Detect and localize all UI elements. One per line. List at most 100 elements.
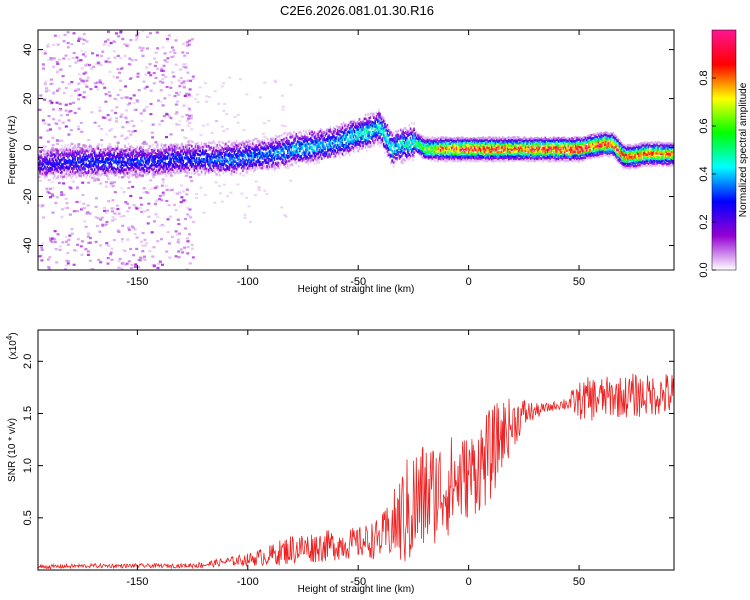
spectrogram-ridge-cell <box>260 167 262 170</box>
spectrogram-ridge-cell <box>138 154 141 157</box>
spectrogram-noise-cell <box>119 79 123 82</box>
spectrogram-noise-cell <box>139 112 143 115</box>
spectrogram-ridge-cell <box>401 159 403 163</box>
spectrogram-noise-cell <box>80 79 84 82</box>
spectrogram-ridge-cell <box>166 171 169 174</box>
spectrogram-noise-cell <box>180 196 184 199</box>
spectrogram-ridge-cell <box>297 146 300 150</box>
spectrogram-ridge-cell <box>110 165 113 169</box>
spectrogram-noise-cell <box>59 109 63 112</box>
spectrogram-ridge-cell <box>338 126 340 129</box>
spectrogram-ridge-cell <box>361 128 363 132</box>
spectrogram-ridge-cell <box>176 146 179 150</box>
spectrogram-noise-cell <box>165 61 169 64</box>
spectrogram-ridge-cell <box>330 147 333 151</box>
spectrogram-ridge-cell <box>361 120 363 124</box>
spectrogram-ridge-cell <box>93 168 96 171</box>
spectrogram-noise-cell <box>127 260 131 263</box>
spectrogram-noise-cell <box>99 81 102 84</box>
spectrogram-ridge-cell <box>359 130 362 134</box>
spectrogram-ridge-cell <box>119 156 121 159</box>
spectrogram-ridge-cell <box>256 160 259 163</box>
spectrogram-ridge-cell <box>293 144 295 148</box>
spectrogram-ridge-cell <box>146 173 148 176</box>
spectrogram-ridge-cell <box>225 145 227 148</box>
spectrogram-ridge-cell <box>129 155 131 158</box>
spectrogram-ridge-cell <box>318 157 321 161</box>
spectrogram-ridge-cell <box>104 161 107 165</box>
spectrogram-ridge-cell <box>106 173 108 177</box>
spectrogram-ridge-cell <box>95 152 97 155</box>
spectrogram-ridge-cell <box>253 154 255 158</box>
spectrogram-ridge-cell <box>175 163 177 167</box>
spectrogram-noise-cell <box>47 191 51 194</box>
spectrogram-ridge-cell <box>399 155 402 158</box>
spectrogram-noise-cell <box>46 140 50 143</box>
spectrogram-ridge-cell <box>73 167 75 170</box>
spectrogram-ridge-cell <box>216 152 219 155</box>
spectrogram-noise-cell <box>129 39 133 42</box>
spectrogram-ridge-cell <box>204 171 206 174</box>
spectrogram-ridge-cell <box>347 140 350 144</box>
spectrogram-ridge-cell <box>126 153 129 157</box>
spectrogram-ridge-cell <box>351 120 353 123</box>
spectrogram-ridge-cell <box>73 154 75 158</box>
spectrogram-ridge-cell <box>63 146 66 149</box>
spectrogram-ridge-cell <box>108 150 110 153</box>
spectrogram-ridge-cell <box>164 158 166 161</box>
spectrogram-ridge-cell <box>266 161 268 164</box>
spectrogram-ridge-cell <box>180 158 182 162</box>
spectrogram-noise-cell <box>74 61 78 64</box>
spectrogram-ridge-cell <box>192 140 194 144</box>
spectrogram-noise-cell <box>132 226 135 229</box>
spectrogram-ridge-cell <box>368 125 370 129</box>
spectrogram-ridge-cell <box>333 140 335 144</box>
spectrogram-ridge-cell <box>285 155 288 159</box>
spectrogram-noise-cell <box>195 196 198 199</box>
spectrogram-ridge-cell <box>158 168 160 172</box>
spectrogram-ridge-cell <box>336 129 339 133</box>
spectrogram-noise-cell <box>80 49 84 52</box>
spectrogram-ridge-cell <box>178 146 181 149</box>
spectrogram-ridge-cell <box>380 141 383 145</box>
spectrogram-ridge-cell <box>181 144 183 148</box>
spectrogram-ridge-cell <box>140 157 142 160</box>
spectrogram-noise-cell <box>186 206 190 209</box>
spectrogram-ridge-cell <box>113 173 115 176</box>
spectrogram-ridge-cell <box>336 143 339 147</box>
spectrogram-noise-cell <box>151 255 155 258</box>
spectrogram-noise-cell <box>84 248 88 251</box>
spectrogram-ridge-cell <box>154 155 157 158</box>
spectrogram-ridge-cell <box>137 152 140 155</box>
spectrogram-noise-cell <box>48 237 52 240</box>
spectrogram-ridge-cell <box>89 175 91 178</box>
spectrogram-ridge-cell <box>254 165 256 169</box>
spectrogram-ridge-cell <box>160 151 163 154</box>
spectrogram-ridge-cell <box>347 144 350 148</box>
spectrogram-ridge-cell <box>285 160 288 164</box>
spectrogram-ridge-cell <box>104 165 107 168</box>
spectrogram-ridge-cell <box>310 142 312 145</box>
spectrogram-ridge-cell <box>200 162 203 165</box>
spectrogram-ridge-cell <box>310 154 312 158</box>
spectrogram-ridge-cell <box>322 149 324 152</box>
spectrogram-ridge-cell <box>271 142 273 145</box>
spectrogram-ridge-cell <box>406 155 408 159</box>
spectrogram-ridge-cell <box>106 157 108 160</box>
spectrogram-noise-cell <box>182 190 185 193</box>
spectrogram-noise-cell <box>86 250 90 253</box>
spectrogram-ridge-cell <box>402 145 404 149</box>
spectrogram-noise-cell <box>132 204 136 207</box>
spectrogram-ridge-cell <box>365 136 368 140</box>
spectrogram-ridge-cell <box>229 143 232 147</box>
spectrogram-ridge-cell <box>135 148 137 151</box>
spectrogram-ridge-cell <box>46 162 49 165</box>
spectrogram-ridge-cell <box>364 138 367 142</box>
spectrogram-ridge-cell <box>41 168 44 171</box>
spectrogram-ridge-cell <box>214 155 216 159</box>
spectrogram-ridge-cell <box>138 160 141 163</box>
spectrogram-ridge-cell <box>393 156 396 159</box>
spectrogram-ridge-cell <box>237 144 239 148</box>
spectrogram-ridge-cell <box>206 162 209 166</box>
spectrogram-ridge-cell <box>378 126 380 129</box>
